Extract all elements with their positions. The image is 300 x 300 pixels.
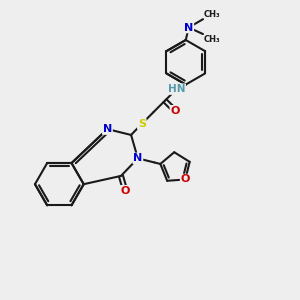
Text: N: N — [103, 124, 112, 134]
Text: CH₃: CH₃ — [204, 34, 220, 43]
Text: O: O — [181, 175, 190, 184]
Text: O: O — [170, 106, 180, 116]
Text: N: N — [133, 153, 142, 164]
Text: S: S — [138, 119, 146, 129]
Text: O: O — [121, 186, 130, 196]
Text: N: N — [184, 22, 194, 32]
Text: CH₃: CH₃ — [204, 10, 220, 19]
Text: HN: HN — [168, 84, 185, 94]
